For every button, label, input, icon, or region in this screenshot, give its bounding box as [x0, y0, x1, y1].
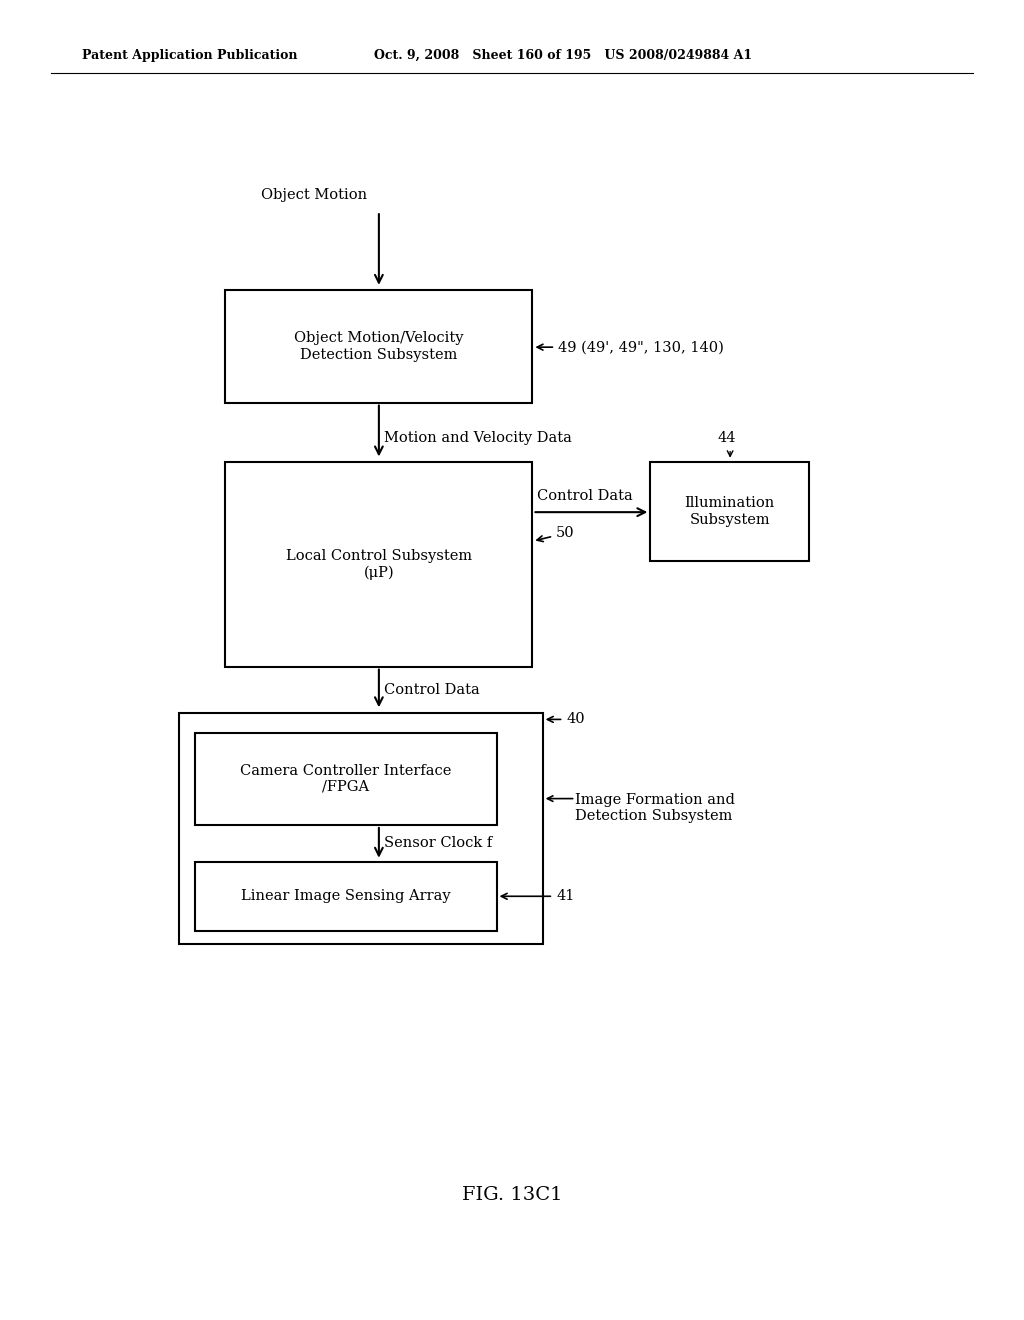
- Text: Object Motion/Velocity
Detection Subsystem: Object Motion/Velocity Detection Subsyst…: [294, 331, 464, 362]
- Text: Local Control Subsystem
(μP): Local Control Subsystem (μP): [286, 549, 472, 579]
- Text: 44: 44: [718, 432, 736, 445]
- Text: Control Data: Control Data: [384, 684, 480, 697]
- Text: Object Motion: Object Motion: [261, 189, 368, 202]
- Text: Control Data: Control Data: [537, 490, 633, 503]
- Text: 49 (49', 49", 130, 140): 49 (49', 49", 130, 140): [538, 341, 724, 354]
- Text: 50: 50: [537, 527, 574, 541]
- Text: Image Formation and
Detection Subsystem: Image Formation and Detection Subsystem: [575, 793, 735, 822]
- Text: Linear Image Sensing Array: Linear Image Sensing Array: [241, 890, 451, 903]
- Text: 40: 40: [548, 713, 585, 726]
- Text: FIG. 13C1: FIG. 13C1: [462, 1185, 562, 1204]
- Text: Camera Controller Interface
/FPGA: Camera Controller Interface /FPGA: [240, 764, 452, 793]
- Bar: [179, 713, 543, 944]
- Text: 41: 41: [502, 890, 574, 903]
- Text: Motion and Velocity Data: Motion and Velocity Data: [384, 432, 571, 445]
- Text: Illumination
Subsystem: Illumination Subsystem: [684, 496, 775, 527]
- Text: Patent Application Publication: Patent Application Publication: [82, 49, 297, 62]
- Text: Sensor Clock f: Sensor Clock f: [384, 837, 493, 850]
- Bar: [195, 733, 497, 825]
- Bar: [195, 862, 497, 931]
- Bar: [225, 462, 532, 667]
- Text: Oct. 9, 2008   Sheet 160 of 195   US 2008/0249884 A1: Oct. 9, 2008 Sheet 160 of 195 US 2008/02…: [374, 49, 752, 62]
- Bar: [225, 290, 532, 403]
- Bar: [650, 462, 809, 561]
